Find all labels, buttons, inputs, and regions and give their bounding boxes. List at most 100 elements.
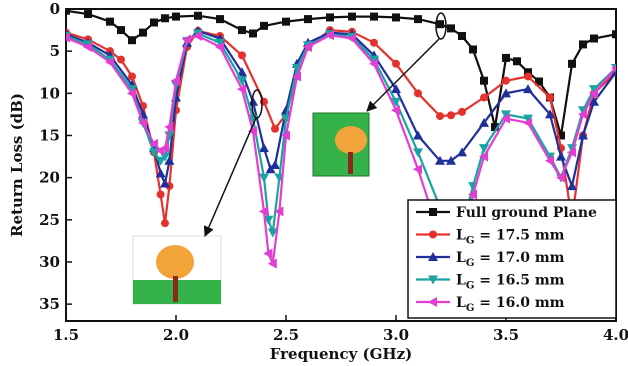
- data-point: [267, 228, 278, 238]
- data-point: [501, 88, 511, 98]
- data-point: [164, 155, 175, 165]
- data-point: [414, 15, 422, 24]
- data-point: [237, 84, 246, 95]
- data-point: [370, 12, 378, 21]
- data-point: [292, 64, 302, 74]
- data-point: [413, 164, 422, 175]
- data-point: [326, 13, 334, 22]
- data-point: [446, 155, 456, 165]
- data-point: [248, 96, 258, 106]
- y-tick-label: 10: [39, 84, 60, 102]
- data-point: [139, 28, 147, 37]
- data-point: [611, 65, 616, 71]
- data-point: [348, 12, 356, 21]
- data-point: [128, 72, 136, 81]
- data-point: [392, 13, 400, 22]
- series-0: [66, 9, 616, 140]
- data-point: [479, 151, 488, 162]
- data-point: [502, 53, 510, 62]
- data-point: [127, 85, 137, 95]
- y-tick-label: 35: [39, 295, 60, 313]
- y-tick-label: 30: [39, 253, 60, 271]
- data-point: [524, 68, 532, 77]
- data-point: [612, 30, 616, 39]
- data-point: [578, 130, 588, 140]
- x-tick-label: 2.0: [163, 326, 189, 344]
- data-point: [66, 9, 70, 15]
- data-point: [523, 117, 532, 128]
- data-point: [150, 18, 158, 27]
- data-point: [259, 206, 268, 217]
- x-tick-label: 2.5: [273, 326, 299, 344]
- data-point: [259, 173, 269, 183]
- data-point: [249, 29, 257, 38]
- data-point: [270, 160, 280, 169]
- antenna-inset-full-ground: [312, 112, 370, 177]
- data-point: [128, 36, 136, 45]
- data-point: [545, 109, 555, 119]
- data-point: [447, 24, 455, 33]
- data-point: [127, 88, 136, 99]
- data-point: [523, 84, 533, 94]
- data-point: [524, 72, 532, 81]
- data-point: [447, 111, 455, 120]
- data-point: [491, 123, 499, 132]
- data-point: [589, 85, 599, 95]
- legend-marker: [428, 275, 438, 285]
- data-point: [545, 155, 554, 166]
- data-point: [578, 109, 587, 120]
- data-point: [501, 113, 510, 124]
- legend-item: LG = 17.5 mm: [416, 228, 565, 247]
- data-point: [292, 71, 301, 82]
- data-point: [535, 77, 543, 86]
- legend-item: LG = 16.5 mm: [416, 273, 565, 292]
- data-point: [304, 15, 312, 24]
- data-point: [66, 32, 70, 43]
- data-point: [248, 126, 257, 137]
- data-point: [469, 45, 477, 54]
- data-point: [480, 93, 488, 102]
- y-tick-label: 20: [39, 169, 60, 187]
- data-point: [479, 117, 489, 127]
- data-point: [391, 97, 401, 107]
- data-point: [274, 206, 284, 217]
- data-point: [267, 258, 277, 269]
- data-point: [155, 168, 166, 178]
- data-point: [303, 41, 312, 52]
- data-point: [282, 17, 290, 26]
- data-point: [149, 138, 158, 149]
- legend-marker: [428, 252, 438, 261]
- data-point: [172, 12, 180, 21]
- data-point: [480, 76, 488, 85]
- annotation-ellipse-lg: [251, 89, 263, 119]
- data-point: [513, 57, 521, 66]
- series-layer: [66, 9, 616, 269]
- legend-box: [407, 199, 617, 319]
- antenna-inset-partial-ground: [132, 235, 222, 305]
- data-point: [557, 131, 565, 140]
- data-point: [260, 21, 268, 30]
- data-point: [156, 190, 165, 199]
- y-tick-label: 15: [39, 126, 60, 144]
- data-point: [589, 96, 599, 106]
- data-point: [105, 57, 114, 68]
- x-tick-label: 3.5: [493, 326, 519, 344]
- annotation-arrow-full-ground: [366, 38, 440, 112]
- data-point: [523, 114, 533, 124]
- annotation-ellipse-full-ground: [435, 12, 447, 40]
- legend-label: LG = 16.5 mm: [456, 273, 565, 292]
- data-point: [216, 15, 224, 24]
- data-point: [479, 144, 489, 154]
- data-point: [83, 41, 92, 52]
- y-tick-label: 25: [39, 211, 60, 229]
- data-point: [238, 26, 246, 35]
- data-point: [567, 181, 577, 191]
- data-point: [457, 147, 467, 157]
- data-point: [414, 89, 422, 98]
- legend: Full ground Plane LG = 17.5 mm LG = 17.0 m…: [407, 199, 617, 319]
- data-point: [194, 11, 202, 20]
- data-point: [413, 148, 423, 158]
- data-point: [347, 33, 356, 44]
- data-point: [161, 219, 169, 228]
- data-point: [215, 41, 224, 52]
